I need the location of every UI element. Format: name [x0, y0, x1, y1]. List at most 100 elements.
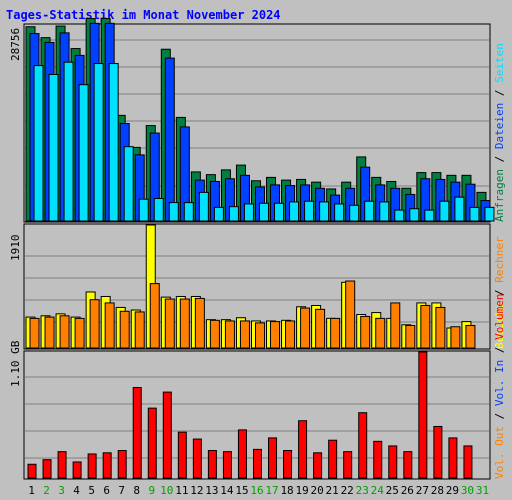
bar-volumen-day-1 — [27, 463, 37, 479]
bar-rechner-day-11 — [179, 298, 190, 349]
bar-rechner-day-27 — [420, 304, 431, 349]
bar-rechner-day-10 — [164, 298, 175, 349]
bar-seiten-day-13 — [213, 206, 224, 222]
legend-group: Vol. Out / Vol. In / Volumen — [493, 294, 506, 479]
x-tick-label: 30 — [461, 484, 474, 497]
bar-seiten-day-3 — [63, 61, 74, 222]
bar-rechner-day-23 — [360, 315, 371, 349]
bar-rechner-day-12 — [194, 297, 205, 349]
legend-item-volout: Vol. Out — [493, 426, 506, 479]
bar-seiten-day-4 — [78, 84, 89, 222]
x-tick-label: 24 — [371, 484, 385, 497]
x-tick-label: 17 — [265, 484, 278, 497]
x-tick-label: 11 — [175, 484, 188, 497]
x-tick-label: 1 — [28, 484, 35, 497]
bar-volumen-day-13 — [207, 450, 217, 479]
x-tick-label: 19 — [295, 484, 308, 497]
bar-seiten-day-20 — [319, 201, 330, 222]
x-tick-label: 21 — [326, 484, 339, 497]
bar-seiten-day-19 — [304, 200, 315, 222]
bar-volumen-day-12 — [192, 438, 202, 479]
bar-volumen-day-21 — [328, 439, 338, 479]
legend-item-rechner: Rechner — [493, 236, 506, 283]
bar-rechner-day-17 — [270, 321, 281, 349]
bar-volumen-day-17 — [268, 437, 278, 479]
panel-visits: 1910 — [9, 223, 491, 350]
x-tick-label: 4 — [73, 484, 80, 497]
bar-volumen-day-24 — [373, 440, 383, 479]
bar-rechner-day-24 — [375, 317, 386, 349]
bar-seiten-day-26 — [409, 208, 420, 222]
x-tick-label: 28 — [431, 484, 444, 497]
legend-separator: / — [493, 340, 506, 360]
bar-seiten-day-17 — [274, 202, 285, 222]
right-legend: Anfragen / Dateien / Seiten Besuche / Rec… — [493, 43, 506, 479]
bar-rechner-day-3 — [59, 315, 70, 349]
bar-volumen-day-29 — [448, 437, 458, 479]
x-axis-day-labels: 1 2 3 4 5 6 7 8 9 10 11 12 13 14 15 16 17 18 19 20 21 22 23 24 2… — [28, 484, 489, 497]
bar-rechner-day-19 — [300, 307, 311, 349]
x-tick-label: 15 — [235, 484, 248, 497]
bar-rechner-day-5 — [89, 299, 100, 349]
x-tick-label: 6 — [103, 484, 110, 497]
bar-volumen-day-5 — [87, 453, 97, 479]
bar-rechner-day-30 — [465, 324, 476, 349]
legend-separator: / — [493, 406, 506, 426]
bar-seiten-day-15 — [243, 203, 254, 222]
bar-rechner-day-4 — [74, 317, 85, 349]
bar-rechner-day-29 — [450, 326, 461, 349]
bar-seiten-day-12 — [198, 191, 209, 222]
bar-seiten-day-9 — [153, 198, 164, 222]
bar-rechner-day-13 — [209, 319, 220, 349]
bar-volumen-day-26 — [403, 451, 413, 479]
bar-seiten-day-31 — [484, 206, 495, 222]
bar-rechner-day-8 — [134, 311, 145, 349]
bar-seiten-day-11 — [183, 202, 194, 222]
y-axis-max-label: 1910 — [9, 235, 22, 262]
panel-volume: 1.10 GB — [9, 340, 491, 480]
bar-rechner-day-28 — [435, 306, 446, 349]
bar-rechner-day-18 — [285, 320, 296, 349]
bar-volumen-day-25 — [388, 445, 398, 479]
bar-seiten-day-27 — [424, 209, 435, 222]
x-tick-label: 23 — [356, 484, 369, 497]
bar-volumen-day-9 — [147, 407, 157, 479]
x-tick-label: 31 — [476, 484, 489, 497]
bar-rechner-day-14 — [224, 320, 235, 349]
x-tick-label: 27 — [416, 484, 429, 497]
bar-volumen-day-18 — [283, 450, 293, 479]
y-axis-max-label: 1.10 GB — [9, 340, 22, 387]
legend-item-seiten: Seiten — [493, 43, 506, 83]
bar-volumen-day-19 — [298, 420, 308, 479]
bar-rechner-day-20 — [315, 308, 326, 349]
legend-separator: / — [493, 149, 506, 169]
bar-volumen-day-11 — [177, 431, 187, 479]
bar-volumen-day-7 — [117, 450, 127, 479]
bar-rechner-day-15 — [239, 320, 250, 349]
bar-rechner-day-2 — [44, 316, 55, 349]
bar-seiten-day-28 — [439, 200, 450, 222]
legend-item-dateien: Dateien — [493, 103, 506, 149]
bar-seiten-day-25 — [394, 209, 405, 222]
x-tick-label: 22 — [341, 484, 354, 497]
bar-volumen-day-23 — [358, 412, 368, 479]
bar-rechner-day-22 — [345, 280, 356, 349]
bar-rechner-day-16 — [254, 322, 265, 349]
x-tick-label: 8 — [133, 484, 140, 497]
bar-volumen-day-8 — [132, 387, 142, 479]
x-tick-label: 9 — [148, 484, 155, 497]
x-tick-label: 13 — [205, 484, 218, 497]
bar-rechner-day-9 — [149, 283, 160, 349]
panel-requests: 28756 — [9, 18, 495, 223]
bar-rechner-day-1 — [29, 317, 40, 349]
legend-separator: / — [493, 83, 506, 103]
bar-volumen-day-14 — [222, 451, 232, 479]
legend-group: Besuche / Rechner — [493, 236, 506, 349]
bar-volumen-day-2 — [42, 459, 52, 479]
bar-seiten-day-30 — [469, 206, 480, 222]
bar-rechner-day-7 — [119, 310, 130, 349]
bar-seiten-day-22 — [349, 204, 360, 222]
bar-volumen-day-30 — [463, 445, 473, 479]
x-tick-label: 14 — [220, 484, 234, 497]
x-tick-label: 7 — [118, 484, 125, 497]
